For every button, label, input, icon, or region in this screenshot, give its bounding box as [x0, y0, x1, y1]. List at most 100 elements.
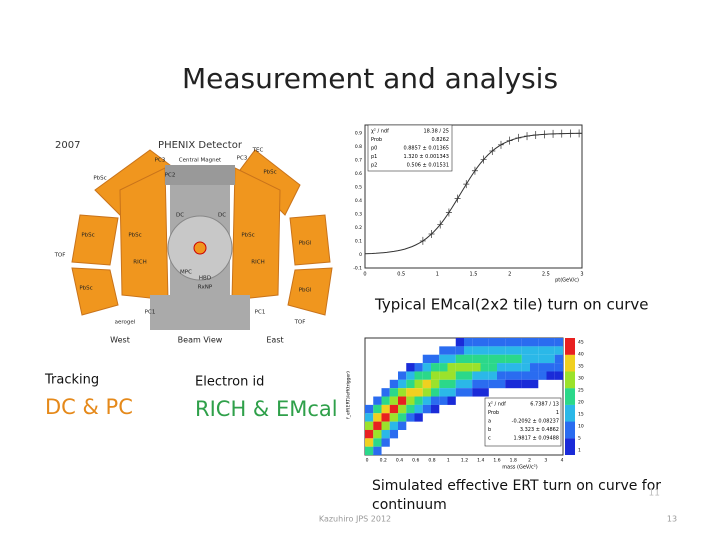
heat-cell — [447, 354, 456, 364]
heat-cell — [488, 346, 498, 355]
heat-cell — [381, 404, 390, 414]
page-number: 13 — [667, 515, 677, 524]
heat-cell — [365, 429, 374, 439]
heat-cell — [422, 404, 432, 414]
heat-cell — [373, 438, 382, 447]
heat-cell — [365, 438, 374, 447]
detector-label: TOF — [54, 253, 66, 259]
heat-cell — [513, 363, 522, 372]
heat-cell — [398, 371, 407, 380]
heat-cell — [422, 363, 432, 372]
colorbar-tick-label: 25 — [578, 388, 584, 394]
heat-cell — [513, 371, 522, 380]
magnet — [165, 165, 235, 185]
heat-cell — [513, 338, 522, 347]
heat-cell — [455, 379, 465, 389]
colorbar-tick-label: 20 — [578, 400, 584, 406]
heat-cell — [406, 388, 415, 397]
caption: Typical EMcal(2x2 tile) turn on curve — [374, 296, 649, 314]
colorbar-tick-label: 45 — [578, 340, 584, 346]
heat-cell — [546, 354, 555, 364]
heat-cell — [480, 354, 489, 364]
stats-box — [484, 397, 562, 447]
y-tick-label: 0.6 — [355, 171, 362, 177]
heat-cell — [365, 404, 374, 414]
heat-cell — [389, 421, 399, 430]
heat-cell — [431, 379, 440, 389]
colorbar-cell — [565, 371, 575, 389]
heat-cell — [447, 363, 456, 372]
colorbar-cell — [565, 388, 575, 405]
heat-cell — [365, 413, 374, 422]
stats-value: -0.2092 ± 0.08237 — [512, 419, 559, 425]
x-tick-label: 0.4 — [396, 458, 403, 464]
heat-cell — [365, 421, 374, 430]
heat-cell — [389, 396, 399, 405]
heat-cell — [439, 371, 448, 380]
x-tick-label: 3 — [580, 272, 583, 278]
stats-key: χ² / ndf — [488, 402, 506, 408]
heat-cell — [497, 371, 506, 380]
heat-cell — [431, 363, 440, 372]
heat-cell — [538, 371, 547, 380]
detector-label: PbSc — [81, 233, 94, 239]
heat-cell — [406, 404, 415, 414]
heat-cell — [431, 354, 440, 364]
heat-cell — [464, 354, 473, 364]
heat-cell — [530, 363, 539, 372]
heatmap — [365, 338, 564, 456]
heat-cell — [464, 338, 473, 347]
heat-cell — [398, 404, 407, 414]
caption: continuum — [372, 497, 447, 513]
heat-cell — [414, 388, 423, 397]
stats-value: 1.320 ± 0.001343 — [403, 154, 449, 160]
colorbar-cell — [565, 404, 575, 422]
detector-label: PbSc — [128, 233, 141, 239]
detector-label: PbSc — [263, 170, 276, 176]
colorbar-tick-label: 5 — [578, 436, 581, 442]
heat-cell — [447, 379, 456, 389]
heat-cell — [431, 388, 440, 397]
heat-cell — [480, 338, 489, 347]
heat-cell — [488, 354, 498, 364]
heat-cell — [480, 379, 489, 389]
colorbar-tick-label: 35 — [578, 364, 584, 370]
y-tick-label: 0.4 — [355, 198, 362, 204]
detector-name: PHENIX Detector — [158, 140, 243, 151]
data-cross — [480, 155, 487, 164]
x-tick-label: 1 — [447, 458, 450, 464]
data-cross — [471, 166, 478, 175]
heat-cell — [554, 354, 564, 364]
x-axis-label: pt(GeV/c) — [555, 278, 579, 284]
detector-label: aerogel — [115, 320, 136, 326]
data-cross — [515, 133, 522, 142]
detector-year: 2007 — [55, 140, 80, 151]
stats-value: 6.7387 / 13 — [530, 402, 559, 408]
y-tick-label: -0.1 — [353, 266, 362, 272]
colorbar-tick-label: 15 — [578, 412, 584, 418]
heat-cell — [373, 446, 382, 456]
heat-cell — [513, 346, 522, 355]
stats-value: 0.506 ± 0.01531 — [407, 163, 449, 169]
x-tick-label: 0.8 — [428, 458, 435, 464]
detector-wedge — [287, 267, 333, 316]
heat-cell — [505, 371, 514, 380]
detector-label: RICH — [133, 260, 146, 266]
data-cross — [524, 132, 531, 141]
heat-cell — [414, 396, 423, 405]
stats-key: χ² / ndf — [371, 129, 389, 135]
detector-view-label: Beam View — [178, 336, 223, 345]
data-cross — [567, 129, 574, 138]
heat-cell — [530, 371, 539, 380]
heat-cell — [406, 396, 415, 405]
data-cross — [454, 194, 461, 203]
heat-cell — [497, 363, 506, 372]
detector-label: RICH — [251, 260, 264, 266]
x-tick-label: 1.4 — [477, 458, 484, 464]
heat-cell — [414, 371, 423, 380]
stats-box — [367, 124, 453, 172]
heat-cell — [513, 354, 522, 364]
heat-cell — [497, 346, 506, 355]
heat-cell — [389, 379, 399, 389]
heat-cell — [389, 404, 399, 414]
